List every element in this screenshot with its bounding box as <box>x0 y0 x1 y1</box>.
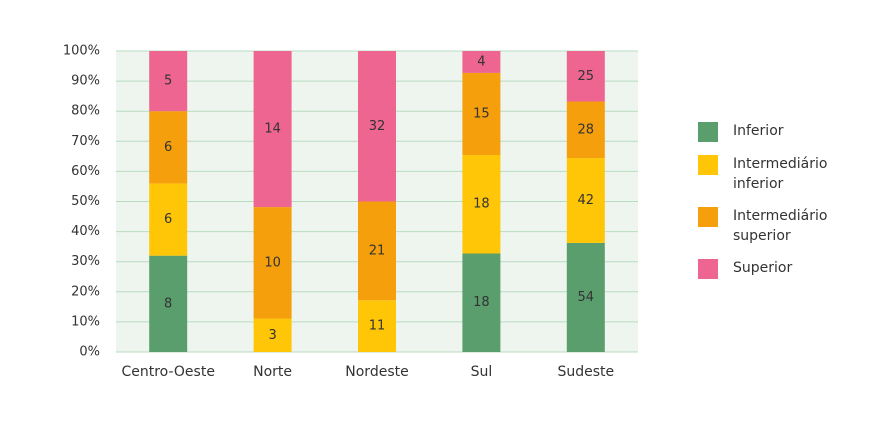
legend-swatch <box>698 207 718 227</box>
y-tick-label: 80% <box>71 104 100 119</box>
bar-segment <box>149 51 188 112</box>
bar-segment <box>462 154 501 254</box>
y-tick-label: 30% <box>71 254 100 269</box>
y-tick-label: 10% <box>71 314 100 329</box>
data-label: 25 <box>578 69 595 84</box>
data-label: 6 <box>164 140 172 155</box>
data-label: 42 <box>578 193 595 208</box>
y-tick-label: 60% <box>71 164 100 179</box>
data-label: 32 <box>369 119 386 134</box>
legend-label: Intermediário inferior <box>733 156 828 192</box>
data-label: 3 <box>268 328 276 343</box>
bar-segment <box>358 51 396 202</box>
bar-segment <box>358 201 396 301</box>
legend: Inferior Intermediário inferior Intermediá… <box>698 121 848 291</box>
legend-swatch <box>698 122 718 142</box>
legend-label: Inferior <box>733 123 784 139</box>
x-tick-label: Sudeste <box>557 364 614 380</box>
data-label: 4 <box>477 54 485 69</box>
bar-segment <box>566 101 605 159</box>
data-label: 11 <box>369 319 386 334</box>
bar-segment <box>149 255 188 352</box>
data-label: 21 <box>369 243 386 258</box>
y-tick-label: 90% <box>71 74 100 89</box>
data-label: 18 <box>473 197 490 212</box>
bar-segment <box>358 300 396 352</box>
legend-item: Inferior <box>698 121 848 142</box>
bar-segment <box>253 51 292 208</box>
y-tick-label: 40% <box>71 224 100 239</box>
bar-segment <box>149 111 188 184</box>
y-tick-label: 70% <box>71 134 100 149</box>
data-label: 8 <box>164 296 172 311</box>
legend-swatch <box>698 155 718 175</box>
legend-item: Superior <box>698 258 848 279</box>
data-label: 5 <box>164 74 172 89</box>
x-tick-label: Nordeste <box>345 364 408 380</box>
x-tick-label: Centro-Oeste <box>121 364 215 380</box>
legend-item: Intermediário superior <box>698 206 848 246</box>
data-label: 15 <box>473 106 490 121</box>
legend-label: Intermediário superior <box>733 208 828 244</box>
bar-segment <box>462 72 501 155</box>
bar-segment <box>149 183 188 256</box>
y-tick-label: 100% <box>63 44 100 59</box>
data-label: 18 <box>473 295 490 310</box>
data-label: 14 <box>264 122 281 137</box>
legend-item: Intermediário inferior <box>698 154 848 194</box>
bar-segment <box>462 51 501 73</box>
bar-segment <box>566 242 605 352</box>
x-tick-label: Norte <box>253 364 292 380</box>
bar-segment <box>253 318 292 352</box>
y-tick-label: 20% <box>71 284 100 299</box>
x-tick-label: Sul <box>471 364 493 380</box>
data-label: 54 <box>578 290 595 305</box>
legend-swatch <box>698 259 718 279</box>
bar-segment <box>462 253 501 352</box>
legend-label: Superior <box>733 260 793 276</box>
bar-segment <box>566 51 605 102</box>
bar-segment <box>566 158 605 243</box>
y-tick-label: 50% <box>71 194 100 209</box>
data-label: 28 <box>578 122 595 137</box>
data-label: 10 <box>264 255 281 270</box>
data-label: 6 <box>164 212 172 227</box>
bar-segment <box>253 207 292 319</box>
y-tick-label: 0% <box>79 345 100 360</box>
